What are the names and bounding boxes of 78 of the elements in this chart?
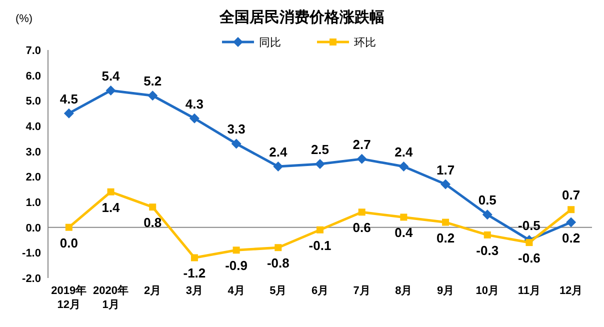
data-label: 5.4 bbox=[102, 68, 121, 84]
y-tick-label: 6.0 bbox=[26, 70, 41, 82]
x-tick-label: 8月 bbox=[395, 285, 412, 297]
data-label: 4.5 bbox=[60, 91, 78, 106]
x-tick-label: 2020年 1月 bbox=[93, 284, 129, 311]
y-tick-label: -2.0 bbox=[22, 273, 41, 285]
data-label: 0.6 bbox=[352, 220, 371, 236]
y-tick-label: 4.0 bbox=[26, 121, 41, 133]
x-tick-label: 12月 bbox=[559, 285, 583, 297]
data-label: 1.7 bbox=[436, 162, 455, 178]
data-label: 3.3 bbox=[227, 122, 246, 137]
x-tick-label: 2月 bbox=[144, 285, 162, 297]
point bbox=[398, 162, 409, 172]
x-tick-label: 5月 bbox=[270, 285, 287, 297]
data-label: -0.8 bbox=[266, 256, 290, 271]
point bbox=[316, 226, 324, 234]
data-label: 0.2 bbox=[562, 230, 580, 246]
x-tick-label: 10月 bbox=[476, 285, 500, 297]
data-label: -1.2 bbox=[183, 266, 206, 281]
data-label: -0.6 bbox=[518, 250, 540, 266]
data-label: 1.4 bbox=[102, 200, 121, 215]
data-label: -0.5 bbox=[518, 218, 540, 233]
point bbox=[64, 108, 74, 118]
point bbox=[358, 208, 366, 216]
y-tick-label: 5.0 bbox=[26, 96, 41, 108]
x-tick-label: 6月 bbox=[311, 285, 329, 297]
data-label: -0.1 bbox=[308, 238, 332, 253]
point bbox=[232, 246, 240, 254]
data-label: -0.9 bbox=[225, 258, 248, 274]
point bbox=[440, 179, 451, 190]
data-label: 0.5 bbox=[478, 192, 496, 208]
chart-title: 全国居民消费价格涨跌幅 bbox=[218, 9, 384, 26]
y-tick-label: 7.0 bbox=[26, 45, 41, 57]
point bbox=[107, 188, 114, 196]
legend-label: 同比 bbox=[259, 36, 281, 49]
x-tick-label: 9月 bbox=[436, 285, 454, 297]
y-tick-label: 3.0 bbox=[26, 146, 41, 158]
point bbox=[274, 244, 282, 252]
y-tick-label: 0.0 bbox=[26, 222, 41, 234]
y-tick-label: -1.0 bbox=[22, 248, 41, 260]
data-label: 5.2 bbox=[144, 74, 162, 89]
legend-label: 环比 bbox=[354, 36, 376, 49]
point bbox=[189, 113, 200, 124]
data-label: 2.4 bbox=[394, 144, 414, 160]
data-label: 0.8 bbox=[144, 215, 162, 230]
data-label: 4.3 bbox=[185, 96, 204, 112]
data-label: 0.2 bbox=[436, 230, 455, 246]
point bbox=[315, 159, 325, 169]
y-tick-label: 2.0 bbox=[26, 172, 41, 184]
data-label: 2.5 bbox=[310, 142, 330, 157]
x-tick-label: 7月 bbox=[353, 285, 370, 297]
point bbox=[65, 224, 72, 231]
point bbox=[484, 231, 491, 238]
point bbox=[231, 138, 242, 149]
y-tick-label: 1.0 bbox=[26, 197, 41, 209]
point bbox=[482, 210, 492, 220]
x-tick-label: 2019年 12月 bbox=[51, 284, 87, 311]
point bbox=[148, 90, 158, 101]
x-tick-label: 4月 bbox=[228, 285, 245, 297]
data-label: -0.3 bbox=[476, 242, 499, 258]
point bbox=[356, 154, 367, 164]
data-label: 0.4 bbox=[394, 225, 414, 240]
point bbox=[526, 239, 533, 246]
point bbox=[190, 254, 198, 262]
data-label: 2.7 bbox=[352, 136, 371, 152]
point bbox=[568, 206, 575, 214]
data-label: 0.0 bbox=[60, 235, 78, 250]
x-tick-label: 3月 bbox=[186, 285, 204, 297]
point bbox=[149, 204, 156, 211]
y-axis-title: (%) bbox=[15, 13, 33, 25]
point bbox=[442, 218, 450, 226]
data-label: 0.7 bbox=[562, 188, 580, 203]
point bbox=[106, 86, 116, 96]
x-tick-label: 11月 bbox=[518, 285, 541, 297]
point bbox=[566, 217, 576, 228]
data-label: 2.4 bbox=[269, 144, 288, 160]
point bbox=[273, 162, 284, 172]
point bbox=[400, 214, 408, 221]
